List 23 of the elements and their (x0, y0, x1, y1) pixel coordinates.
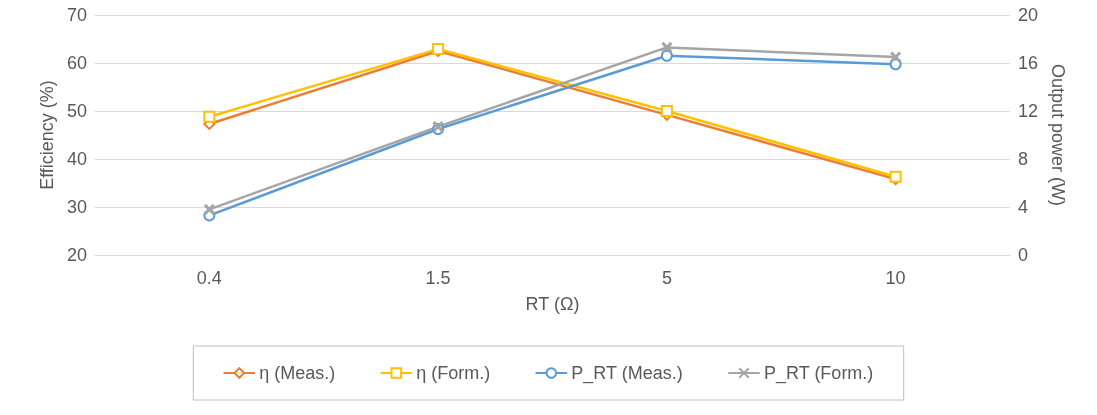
x-axis-title: RT (Ω) (525, 294, 580, 314)
legend-label: P_RT (Form.) (764, 363, 874, 384)
y2-tick-label: 20 (1018, 5, 1039, 25)
y-tick-label: 60 (66, 53, 87, 73)
y-tick-label: 70 (66, 5, 87, 25)
y2-axis-title: Output power (W) (1047, 63, 1068, 207)
y-tick-label: 20 (66, 245, 87, 265)
y2-tick-label: 0 (1018, 245, 1029, 265)
x-tick-label: 10 (885, 268, 906, 288)
y2-tick-label: 4 (1018, 197, 1029, 217)
legend-label: P_RT (Meas.) (571, 363, 683, 384)
y-axis-title: Efficiency (%) (37, 80, 58, 190)
x-tick-label: 0.4 (196, 268, 222, 288)
legend-label: η (Form.) (416, 363, 491, 383)
y-tick-label: 30 (66, 197, 87, 217)
y2-tick-label: 12 (1018, 101, 1039, 121)
x-tick-label: 1.5 (425, 268, 451, 288)
legend-label: η (Meas.) (259, 363, 336, 383)
y2-tick-label: 16 (1018, 53, 1039, 73)
x-tick-label: 5 (661, 268, 672, 288)
y-tick-label: 40 (66, 149, 87, 169)
y2-tick-label: 8 (1018, 149, 1029, 169)
y-tick-label: 50 (66, 101, 87, 121)
